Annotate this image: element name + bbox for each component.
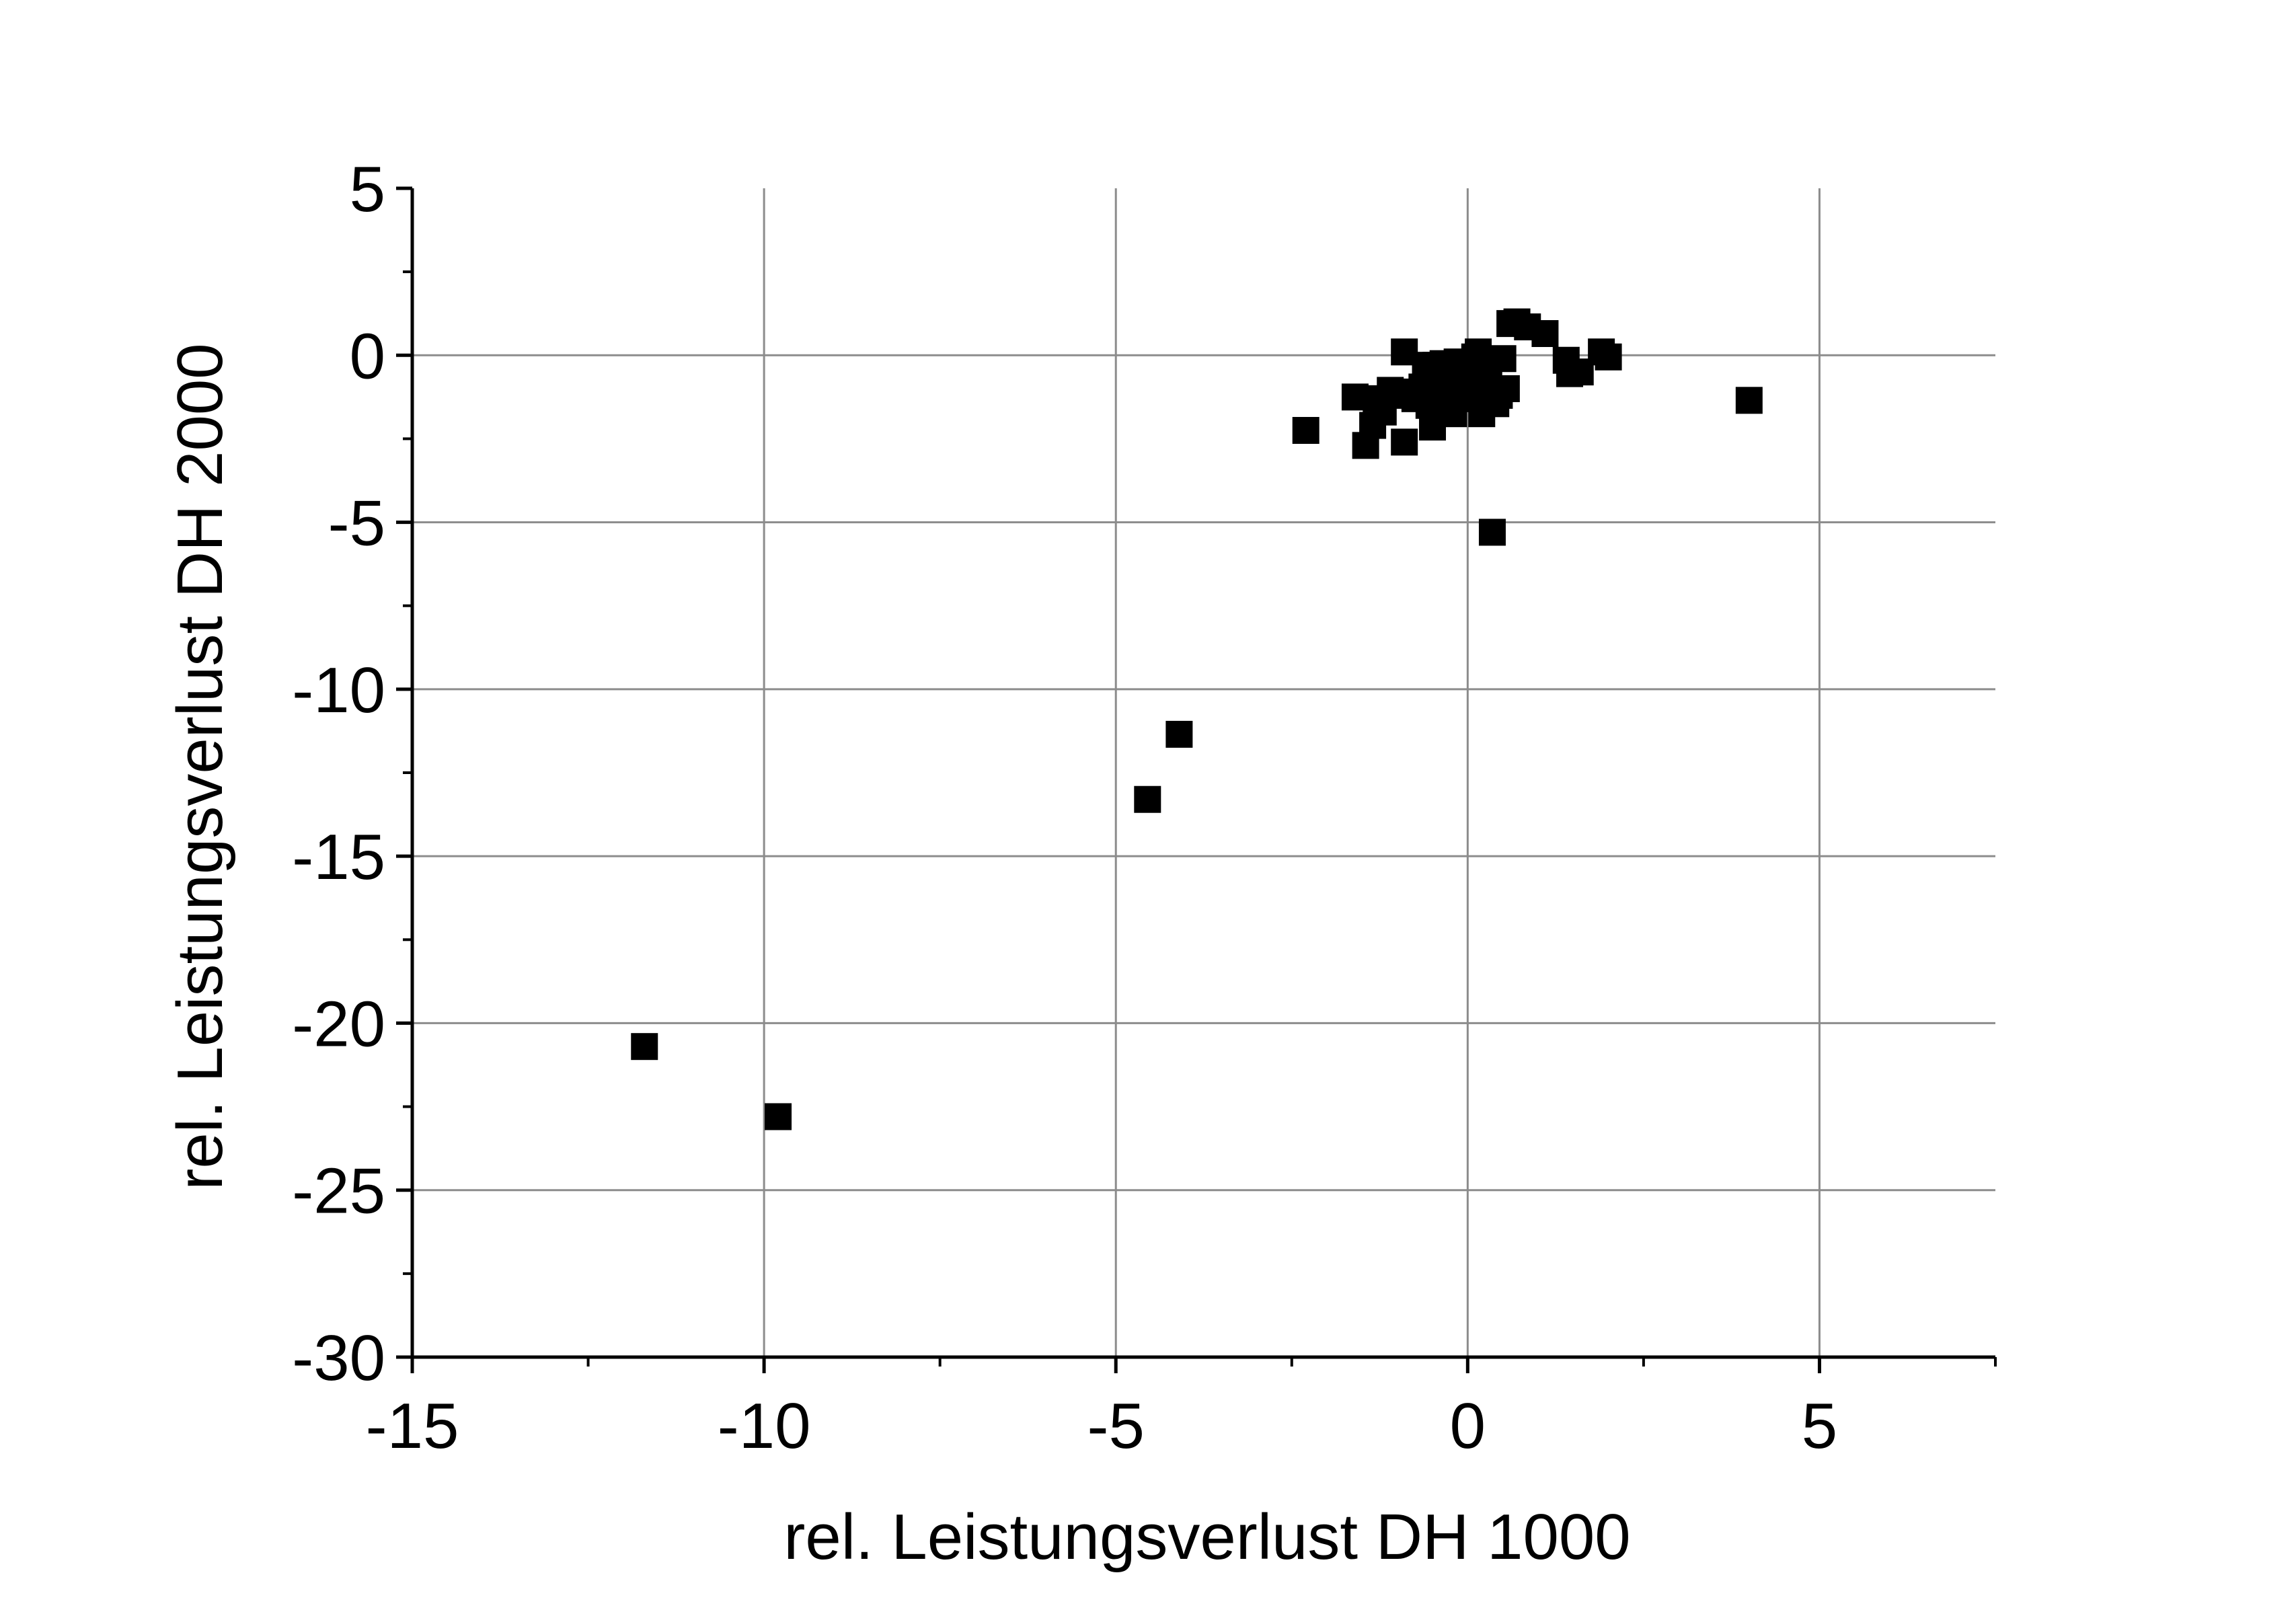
y-tick-label: 5 bbox=[350, 153, 385, 225]
y-tick-label: 0 bbox=[350, 320, 385, 392]
data-point bbox=[1478, 518, 1506, 546]
x-tick-label: -10 bbox=[718, 1390, 811, 1462]
y-tick-label: -25 bbox=[292, 1155, 385, 1227]
data-point bbox=[1489, 345, 1517, 373]
y-tick-label: -15 bbox=[292, 821, 385, 893]
data-point bbox=[1492, 375, 1520, 402]
tick-labels: -15 -10 -5 0 5 -30 -25 -20 -15 -10 -5 0 5 bbox=[292, 153, 1837, 1462]
data-point bbox=[631, 1033, 658, 1061]
x-tick-label: -5 bbox=[1087, 1390, 1145, 1462]
x-tick-label: 5 bbox=[1802, 1390, 1837, 1462]
data-point bbox=[1531, 320, 1559, 348]
y-tick-label: -10 bbox=[292, 654, 385, 726]
data-point bbox=[765, 1103, 792, 1130]
data-point bbox=[1292, 417, 1319, 445]
data-point bbox=[1165, 720, 1193, 748]
data-point bbox=[1735, 387, 1763, 414]
axes bbox=[396, 186, 1997, 1373]
grid-lines bbox=[412, 188, 1995, 1357]
y-axis-title: rel. Leistungsverlust DH 2000 bbox=[164, 343, 236, 1190]
x-tick-label: -15 bbox=[366, 1390, 459, 1462]
data-point bbox=[1391, 428, 1418, 456]
y-tick-label: -5 bbox=[328, 488, 385, 560]
y-tick-label: -30 bbox=[292, 1322, 385, 1394]
data-point bbox=[1134, 785, 1161, 813]
data-point bbox=[1595, 343, 1622, 371]
data-points bbox=[631, 308, 1763, 1130]
x-tick-label: 0 bbox=[1450, 1390, 1486, 1462]
x-axis-title: rel. Leistungsverlust DH 1000 bbox=[783, 1501, 1630, 1573]
y-tick-label: -20 bbox=[292, 988, 385, 1060]
